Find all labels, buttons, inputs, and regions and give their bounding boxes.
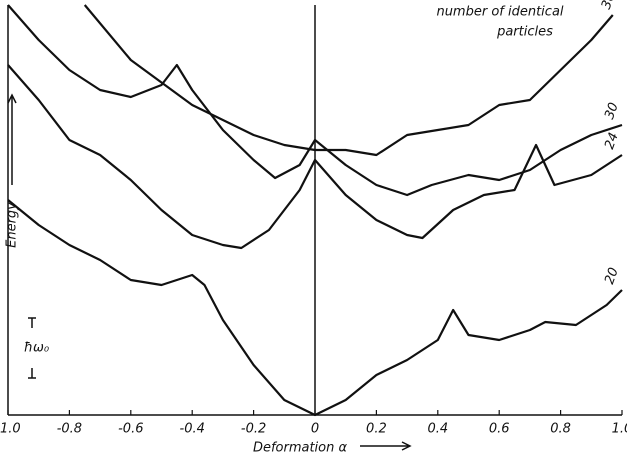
y-axis-label: Energy — [5, 202, 20, 248]
curve-label: 20 — [602, 266, 622, 287]
y-arrow — [7, 93, 17, 185]
x-tick-label: -0.8 — [57, 422, 82, 437]
x-tick-label: 0.6 — [489, 422, 510, 437]
x-tick-label: -0.2 — [241, 422, 266, 437]
curve — [7, 199, 623, 417]
annotation: number of identical — [436, 5, 563, 20]
curve — [83, 4, 614, 157]
unit-label: ħω₀ — [24, 341, 50, 356]
curve-label: 24 — [602, 131, 622, 152]
x-arrow — [360, 441, 412, 451]
x-tick-label: 0.8 — [550, 422, 571, 437]
x-tick-label: -0.4 — [180, 422, 205, 437]
x-tick-label: 0.4 — [427, 422, 448, 437]
unit-bar — [28, 317, 36, 379]
curve-label: 30 — [602, 101, 622, 122]
x-tick-label: 1.0 — [612, 422, 627, 437]
curve — [7, 4, 623, 197]
annotation: particles — [496, 25, 553, 40]
x-tick-label: -1.0 — [0, 422, 21, 437]
x-tick-label: 0.2 — [366, 422, 387, 437]
x-tick-label: 0 — [311, 422, 319, 437]
x-tick-label: -0.6 — [118, 422, 143, 437]
curve-label: 36 — [599, 0, 619, 11]
curve — [7, 64, 623, 250]
x-axis-label: Deformation α — [253, 441, 348, 456]
